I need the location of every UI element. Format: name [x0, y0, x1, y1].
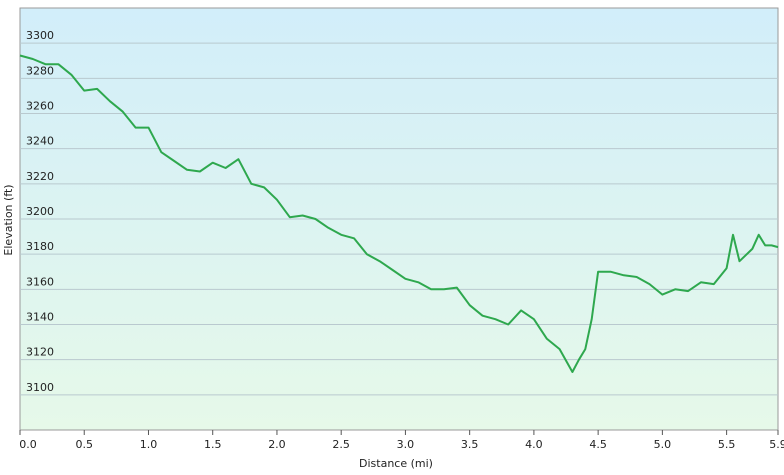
y-tick-label: 3220 [26, 170, 54, 183]
y-tick-label: 3100 [26, 381, 54, 394]
y-axis-label: Elevation (ft) [2, 184, 15, 255]
x-tick-label: 5.9 [769, 438, 784, 451]
x-tick-label: 4.5 [589, 438, 607, 451]
y-tick-label: 3140 [26, 311, 54, 324]
x-tick-label: 0.0 [19, 438, 37, 451]
x-tick-label: 5.0 [654, 438, 672, 451]
y-tick-label: 3160 [26, 275, 54, 288]
x-tick-label: 1.0 [140, 438, 158, 451]
x-tick-label: 4.0 [525, 438, 543, 451]
x-tick-label: 5.5 [718, 438, 736, 451]
x-axis-label: Distance (mi) [359, 457, 433, 470]
x-tick-label: 2.0 [268, 438, 286, 451]
y-tick-label: 3200 [26, 205, 54, 218]
elevation-line [19, 54, 779, 373]
y-tick-label: 3300 [26, 29, 54, 42]
y-tick-label: 3180 [26, 240, 54, 253]
x-tick-label: 3.5 [461, 438, 479, 451]
y-tick-label: 3240 [26, 135, 54, 148]
x-tick-label: 3.0 [397, 438, 415, 451]
y-tick-label: 3280 [26, 64, 54, 77]
y-tick-label: 3260 [26, 100, 54, 113]
x-tick-label: 1.5 [204, 438, 222, 451]
x-tick-label: 0.5 [75, 438, 93, 451]
y-tick-label: 3120 [26, 346, 54, 359]
x-tick-label: 2.5 [332, 438, 350, 451]
